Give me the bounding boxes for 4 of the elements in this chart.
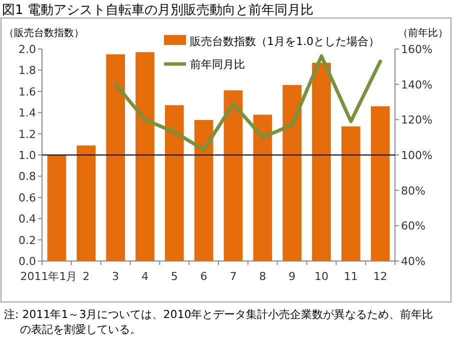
ylabel: （販売台数指数） [4,28,84,39]
y2label: （前年比） [398,28,448,39]
title: 図1 電動アシスト自転車の月別販売動向と前年同月比 [2,3,314,18]
annotation: 注: 2011年1～3月については、2010年とデータ集計小売企業数が異なるため、前年比の表記を割愛している。 [4,308,434,336]
